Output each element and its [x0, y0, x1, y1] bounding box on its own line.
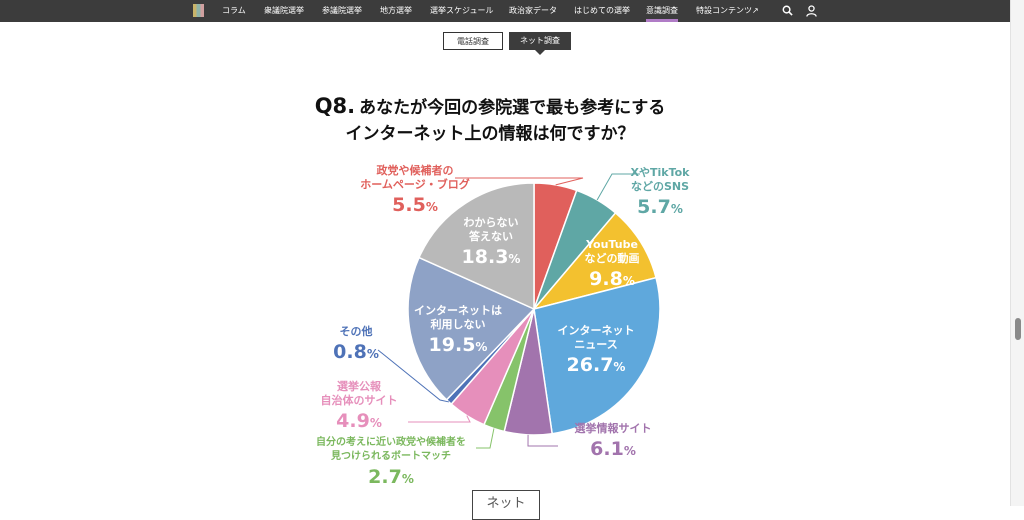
- value-hp-blog-unit: %: [425, 200, 438, 214]
- label-internet-news: インターネット ニュース 26.7%: [548, 324, 644, 380]
- label-video-line2: などの動画: [584, 252, 640, 265]
- label-election-site: 選挙情報サイト 6.1%: [548, 422, 678, 464]
- nav-item-special-content[interactable]: 特設コンテンツ↗: [696, 0, 759, 22]
- value-no-internet-number: 19.5: [428, 334, 476, 356]
- leader-line-1: [596, 173, 640, 201]
- value-hp-blog: 5.5%: [340, 192, 490, 220]
- value-dont-know-unit: %: [508, 252, 521, 266]
- label-vote-match: 自分の考えに近い政党や候補者を 見つけられるボートマッチ 2.7%: [296, 436, 486, 492]
- value-election-bulletin-unit: %: [369, 416, 382, 430]
- label-other-line1: その他: [339, 325, 373, 338]
- label-dont-know: わからない 答えない 18.3%: [446, 216, 536, 272]
- label-vote-match-line2: 見つけられるボートマッチ: [331, 451, 451, 462]
- top-nav: コラム 衆議院選挙 参議院選挙 地方選挙 選挙スケジュール 政治家データ はじめ…: [0, 0, 1010, 22]
- user-icon[interactable]: [806, 5, 817, 17]
- label-other: その他 0.8%: [326, 325, 386, 367]
- value-election-site: 6.1%: [548, 436, 678, 464]
- label-hp-blog-line1: 政党や候補者の: [376, 164, 454, 177]
- leader-line-0: [455, 177, 584, 186]
- value-video: 9.8%: [567, 266, 657, 294]
- value-election-bulletin: 4.9%: [316, 408, 402, 436]
- nav-item-house-election[interactable]: 衆議院選挙: [264, 6, 304, 15]
- label-hp-blog-line2: ホームページ・ブログ: [360, 178, 470, 191]
- question-line-2: インターネット上の情報は何ですか？: [345, 124, 635, 144]
- label-election-bulletin-line2: 自治体のサイト: [320, 394, 398, 407]
- nav-item-politician-data[interactable]: 政治家データ: [509, 6, 557, 15]
- value-vote-match: 2.7%: [296, 464, 486, 492]
- label-internet-news-line1: インターネット: [557, 324, 635, 337]
- question-number: Q8.: [314, 94, 356, 118]
- value-internet-news-unit: %: [613, 360, 626, 374]
- value-election-bulletin-number: 4.9: [336, 410, 370, 432]
- active-tab-pointer: [535, 50, 545, 55]
- value-election-site-unit: %: [623, 444, 636, 458]
- value-other: 0.8%: [326, 339, 386, 367]
- nav-item-first-election[interactable]: はじめての選挙: [574, 6, 630, 15]
- question-line-1: あなたが今回の参院選で最も参考にする: [359, 98, 666, 118]
- scrollbar-thumb[interactable]: [1015, 318, 1021, 340]
- value-video-unit: %: [622, 274, 635, 288]
- nav-item-column[interactable]: コラム: [222, 6, 246, 15]
- label-no-internet-line1: インターネットは: [414, 304, 502, 317]
- value-election-site-number: 6.1: [590, 438, 624, 460]
- label-sns: XやTikTok などのSNS 5.7%: [612, 166, 708, 222]
- scrollbar[interactable]: [1010, 0, 1024, 506]
- label-internet-news-line2: ニュース: [574, 338, 618, 351]
- next-section-button[interactable]: ネット: [472, 490, 540, 520]
- pie-slice-8: [407, 256, 536, 401]
- value-vote-match-unit: %: [401, 472, 414, 486]
- label-vote-match-line1: 自分の考えに近い政党や候補者を: [316, 437, 466, 448]
- label-hp-blog: 政党や候補者の ホームページ・ブログ 5.5%: [340, 164, 490, 220]
- nav-item-election-schedule[interactable]: 選挙スケジュール: [430, 6, 494, 15]
- question-title: Q8. あなたが今回の参院選で最も参考にする インターネット上の情報は何ですか？: [290, 93, 690, 147]
- value-other-number: 0.8: [333, 341, 367, 363]
- leader-line-4: [527, 434, 558, 447]
- leader-line-6: [408, 415, 471, 423]
- value-dont-know: 18.3%: [446, 244, 536, 272]
- tab-phone-survey[interactable]: 電話調査: [443, 32, 503, 50]
- tab-internet-survey[interactable]: ネット調査: [509, 32, 571, 50]
- pie-slice-3: [533, 276, 661, 435]
- label-no-internet-line2: 利用しない: [430, 318, 486, 331]
- value-dont-know-number: 18.3: [461, 246, 509, 268]
- leader-line-7: [377, 349, 450, 403]
- value-no-internet: 19.5%: [408, 332, 508, 360]
- site-logo[interactable]: [193, 4, 204, 17]
- value-other-unit: %: [366, 347, 379, 361]
- value-internet-news: 26.7%: [548, 352, 644, 380]
- value-hp-blog-number: 5.5: [392, 194, 426, 216]
- search-icon[interactable]: [782, 5, 793, 16]
- nav-item-special-content-label: 特設コンテンツ: [696, 6, 752, 15]
- label-dont-know-line1: わからない: [463, 216, 519, 229]
- pie-slice-9: [418, 182, 535, 311]
- nav-item-opinion-survey[interactable]: 意識調査: [646, 0, 678, 22]
- nav-item-local-election[interactable]: 地方選挙: [380, 6, 412, 15]
- value-vote-match-number: 2.7: [368, 466, 402, 488]
- label-election-bulletin: 選挙公報 自治体のサイト 4.9%: [316, 380, 402, 436]
- pie-chart: [377, 173, 661, 449]
- label-election-bulletin-line1: 選挙公報: [337, 380, 381, 393]
- nav-item-upper-house-election[interactable]: 参議院選挙: [322, 6, 362, 15]
- label-video-line1: YouTube: [586, 238, 638, 251]
- value-sns-number: 5.7: [637, 196, 671, 218]
- value-no-internet-unit: %: [475, 340, 488, 354]
- label-no-internet: インターネットは 利用しない 19.5%: [408, 304, 508, 360]
- label-sns-line2: などのSNS: [630, 180, 690, 193]
- label-election-site-line1: 選挙情報サイト: [574, 422, 652, 435]
- value-sns-unit: %: [670, 202, 683, 216]
- value-video-number: 9.8: [589, 268, 623, 290]
- label-dont-know-line2: 答えない: [469, 230, 513, 243]
- value-sns: 5.7%: [612, 194, 708, 222]
- leader-line-5: [476, 428, 495, 449]
- label-sns-line1: XやTikTok: [630, 166, 690, 179]
- label-video: YouTube などの動画 9.8%: [567, 238, 657, 294]
- value-internet-news-number: 26.7: [566, 354, 614, 376]
- external-link-icon: ↗: [752, 6, 759, 15]
